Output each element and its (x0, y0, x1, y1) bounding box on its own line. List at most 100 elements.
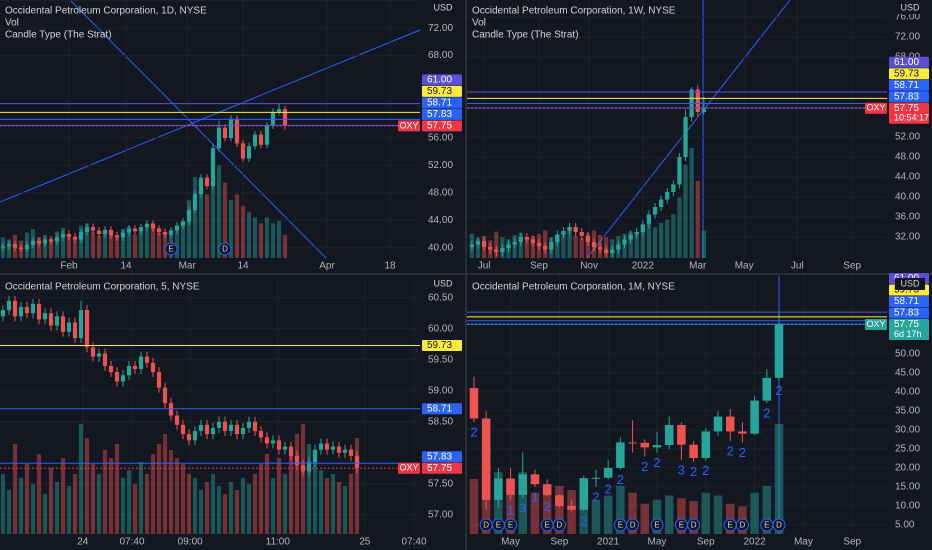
candle-body (536, 243, 542, 246)
currency-box (428, 278, 458, 290)
candle-body (186, 209, 192, 222)
volume-bar (180, 220, 186, 258)
volume-bar (695, 181, 700, 258)
legend-indicator: Candle Type (The Strat) (472, 30, 579, 41)
candle-body (282, 109, 288, 126)
candle-body (573, 227, 578, 232)
currency-box (895, 2, 925, 14)
candle-body (689, 444, 698, 459)
volume-bar (156, 444, 162, 534)
volume-bar (138, 230, 144, 258)
volume-bar (30, 484, 36, 534)
volume-bar (180, 464, 186, 534)
candle-body (628, 442, 637, 444)
price-label: 58.71 (894, 80, 919, 91)
candle-body (54, 316, 60, 326)
price-label: 61.00 (427, 75, 452, 86)
volume-bar (252, 217, 258, 258)
volume-bar (18, 478, 24, 534)
volume-bar (567, 229, 572, 258)
volume-bar (204, 482, 210, 534)
y-tick-label: 52.00 (895, 132, 920, 143)
strat-label: 2 (702, 463, 709, 478)
volume-bar (48, 468, 54, 534)
candle-body (234, 424, 240, 435)
candle-body (24, 244, 30, 250)
y-tick-label: 15.00 (895, 482, 920, 493)
price-label-box (422, 97, 462, 109)
strat-label: 1 (531, 489, 538, 504)
volume-bar (774, 424, 784, 534)
price-label: 57.75 (427, 121, 452, 132)
volume-bar (555, 234, 560, 258)
currency-box (428, 2, 458, 14)
candle-body (144, 356, 150, 363)
volume-bar (258, 464, 264, 534)
symbol-label: OXY (399, 120, 418, 130)
volume-bar (78, 424, 84, 534)
candle-body (84, 310, 90, 348)
candle-body (114, 235, 120, 238)
candle-body (162, 387, 168, 404)
volume-bar (126, 470, 132, 534)
legend-indicator: Vol (5, 18, 19, 29)
currency-box (895, 278, 925, 290)
candle-body (652, 445, 662, 448)
volume-bar (174, 227, 180, 258)
volume-bar (96, 474, 102, 534)
strat-label: 2 (763, 406, 770, 421)
volume-bar (120, 478, 126, 534)
event-label: D (630, 521, 636, 530)
candle-body (216, 421, 222, 428)
volume-bar (60, 458, 66, 534)
x-tick-label: 07:40 (401, 537, 426, 548)
candle-body (84, 227, 90, 232)
candle-body (42, 239, 48, 244)
candle-body (616, 442, 625, 468)
volume-bar (168, 450, 174, 534)
x-tick-label: 25 (359, 537, 371, 548)
volume-bar (573, 236, 578, 258)
candle-body (500, 248, 505, 252)
y-tick-label: 56.00 (428, 133, 453, 144)
price-label: 58.71 (894, 296, 919, 307)
price-label-box (889, 307, 929, 319)
candle-body (222, 127, 228, 138)
trend-line (586, 0, 791, 259)
candle-body (36, 240, 42, 244)
candle-body (585, 236, 591, 242)
candle-body (591, 242, 597, 247)
y-tick-label: 60.00 (428, 323, 453, 334)
candle-body (512, 242, 517, 245)
volume-bar (84, 438, 90, 534)
plot-area (0, 276, 420, 534)
candle-body (90, 347, 96, 357)
volume-bar (276, 458, 282, 534)
candle-body (102, 353, 108, 366)
price-label: 57.75 (427, 463, 452, 474)
candle-body (180, 424, 186, 435)
volume-bar (6, 490, 12, 534)
volume-bar (330, 474, 336, 534)
volume-bar (90, 464, 96, 534)
volume-bar (198, 490, 204, 534)
x-tick-label: 14 (120, 261, 132, 272)
x-tick-label: Mar (179, 261, 197, 272)
legend-title: Occidental Petroleum Corporation, 5, NYS… (5, 282, 200, 293)
volume-bar (628, 231, 633, 258)
volume-bar (652, 499, 662, 534)
candle-body (12, 300, 18, 317)
panel: 57.00 57.50 58.50 59.00 59.50 60.00 60.50 24 07:… (0, 276, 462, 548)
candle-body (156, 228, 162, 232)
candle-body (6, 300, 12, 311)
price-label: 58.71 (427, 403, 452, 414)
y-tick-label: 45.00 (895, 368, 920, 379)
event-marker (735, 518, 749, 532)
strat-label: 3 (519, 501, 526, 516)
price-label-box (422, 451, 462, 463)
candle-body (330, 446, 336, 450)
currency-label: USD (433, 2, 453, 12)
candle-body (138, 227, 144, 232)
candle-body (234, 118, 240, 144)
